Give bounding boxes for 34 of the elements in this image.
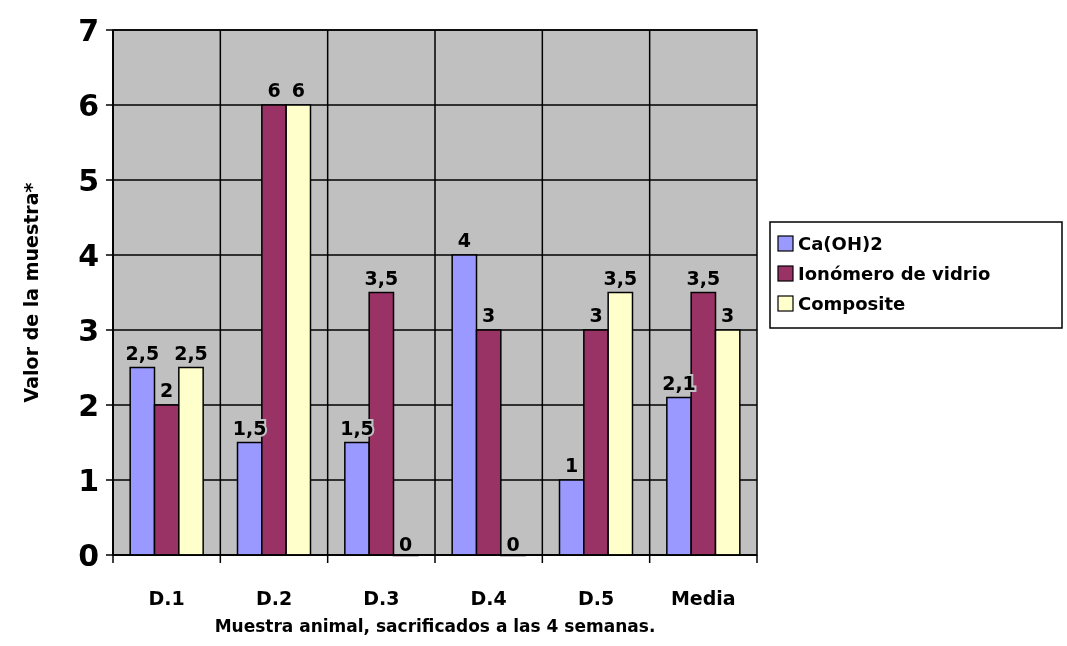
data-label: 1 [565,454,579,476]
data-label: 2,5 [174,341,208,364]
x-tick-label: D.5 [577,587,615,609]
data-label: 3 [589,304,603,326]
data-label: 3 [482,304,496,326]
data-label: 3,5 [686,266,721,289]
legend-label: Composite [798,293,906,315]
x-tick-label: Media [670,587,736,609]
data-label: 2,5 [125,341,160,364]
x-tick-label: D.2 [255,587,293,609]
y-axis-title: Valor de la muestra* [20,182,42,403]
data-label: 6 [267,79,281,101]
y-tick-label: 1 [78,462,99,498]
data-label: 0 [399,533,413,555]
data-label: 3,5 [603,266,638,289]
x-tick-label: D.3 [363,587,400,609]
x-tick-label: D.4 [470,587,507,609]
data-label: 0 [506,533,520,555]
y-tick-label: 2 [78,387,99,423]
y-tick-label: 7 [78,12,99,48]
data-label: 3,5 [364,266,399,289]
data-label: 3 [721,304,735,326]
y-tick-label: 5 [78,162,99,198]
legend-label: Ca(OH)2 [798,233,883,255]
x-axis-title: Muestra animal, sacrificados a las 4 semanas. [214,616,656,636]
data-label: 2 [160,379,174,401]
y-tick-label: 0 [78,537,99,573]
x-tick-label: D.1 [148,587,185,609]
y-tick-label: 4 [78,237,99,273]
legend-label: Ionómero de vidrio [798,263,991,285]
y-tick-label: 3 [78,312,99,348]
data-label: 6 [291,79,305,101]
y-tick-label: 6 [78,87,99,123]
data-label: 4 [457,229,471,251]
